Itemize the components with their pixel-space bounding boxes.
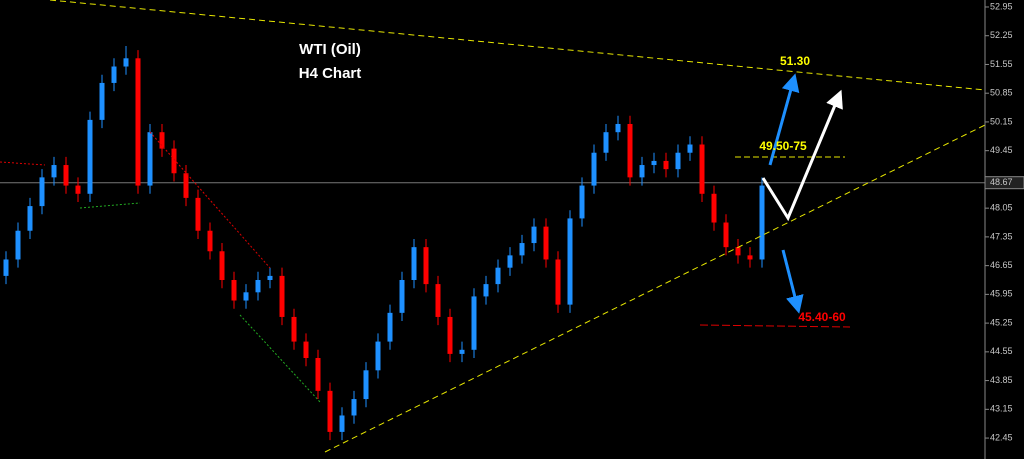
candle-body xyxy=(15,230,21,260)
y-tick-label: 52.95 xyxy=(990,1,1013,11)
annotation: 51.30 xyxy=(780,54,810,68)
candle-body xyxy=(411,247,417,280)
chart-title: WTI (Oil) xyxy=(299,41,361,58)
plot-area xyxy=(0,45,985,441)
candle-body xyxy=(267,275,273,280)
candle-body xyxy=(615,123,621,133)
candle-body xyxy=(99,82,105,120)
candle-body xyxy=(723,222,729,248)
candle-body xyxy=(471,296,477,350)
candle-body xyxy=(663,160,669,170)
candle-body xyxy=(171,148,177,174)
y-tick-label: 43.15 xyxy=(990,404,1013,414)
candle-body xyxy=(627,123,633,178)
y-tick-label: 46.65 xyxy=(990,260,1013,270)
candle-body xyxy=(327,390,333,432)
candle-body xyxy=(27,206,33,231)
candle-body xyxy=(339,415,345,432)
candle-body xyxy=(231,279,237,301)
candle-body xyxy=(51,165,57,178)
y-tick-label: 48.05 xyxy=(990,203,1013,213)
y-tick-label: 51.55 xyxy=(990,59,1013,69)
y-tick-label: 47.35 xyxy=(990,231,1013,241)
candle-body xyxy=(195,197,201,231)
candle-body xyxy=(423,247,429,285)
candle-body xyxy=(291,316,297,342)
y-tick-label: 45.95 xyxy=(990,289,1013,299)
candle-body xyxy=(699,144,705,194)
y-tick-label: 50.85 xyxy=(990,88,1013,98)
candle-body xyxy=(459,349,465,354)
candle-body xyxy=(567,218,573,305)
down-arrow xyxy=(781,249,804,314)
candle-body xyxy=(363,370,369,400)
candle-body xyxy=(207,230,213,252)
candle-body xyxy=(3,259,9,276)
candle-body xyxy=(243,292,249,301)
candle-body xyxy=(651,160,657,166)
candle-body xyxy=(495,267,501,285)
candle-body xyxy=(219,251,225,280)
candle-body xyxy=(435,284,441,317)
y-tick-label: 45.25 xyxy=(990,317,1013,327)
candle-body xyxy=(507,255,513,268)
candle-body xyxy=(447,316,453,354)
candle-body xyxy=(531,226,537,244)
annotation: 49.50-75 xyxy=(759,139,807,153)
candle-body xyxy=(87,119,93,194)
candle-body xyxy=(39,177,45,207)
candle-body xyxy=(675,152,681,170)
candle-body xyxy=(543,226,549,260)
candle-body xyxy=(591,152,597,186)
indicator-line xyxy=(0,161,46,166)
candle-body xyxy=(399,279,405,313)
candle-body xyxy=(63,165,69,186)
candle-body xyxy=(387,312,393,342)
candle-body xyxy=(351,399,357,416)
y-tick-label: 52.25 xyxy=(990,30,1013,40)
candle-body xyxy=(255,279,261,293)
y-tick-label: 50.15 xyxy=(990,116,1013,126)
candle-body xyxy=(303,341,309,359)
candle-body xyxy=(579,185,585,219)
candle-body xyxy=(135,58,141,186)
candle-body xyxy=(603,132,609,153)
candle-body xyxy=(711,193,717,223)
resistance-trendline xyxy=(49,0,986,91)
candle-body xyxy=(75,185,81,194)
y-tick-label: 43.85 xyxy=(990,375,1013,385)
candle-body xyxy=(147,132,153,186)
candle-body xyxy=(375,341,381,371)
current-price-box xyxy=(984,176,1024,190)
up-arrow xyxy=(768,73,800,166)
candle-body xyxy=(735,247,741,256)
y-tick-label: 44.55 xyxy=(990,346,1013,356)
scenario-arrow xyxy=(761,89,843,222)
candle-body xyxy=(639,165,645,178)
candle-body xyxy=(759,185,765,260)
candle-body xyxy=(159,132,165,149)
y-tick-label: 42.45 xyxy=(990,432,1013,442)
candle-body xyxy=(279,275,285,317)
candle-body xyxy=(519,243,525,256)
y-tick-label: 49.45 xyxy=(990,145,1013,155)
support-trendline xyxy=(324,124,986,453)
chart-subtitle: H4 Chart xyxy=(299,65,362,82)
candle-body xyxy=(483,284,489,297)
candle-body xyxy=(747,255,753,260)
candle-body xyxy=(687,144,693,153)
candle-body xyxy=(555,259,561,305)
candle-body xyxy=(183,173,189,198)
candle-body xyxy=(123,58,129,67)
candle-body xyxy=(111,66,117,83)
annotation: 45.40-60 xyxy=(798,310,846,324)
target-level-line xyxy=(699,324,851,328)
candle-body xyxy=(315,358,321,391)
current-price-label: 48.67 xyxy=(990,177,1013,187)
